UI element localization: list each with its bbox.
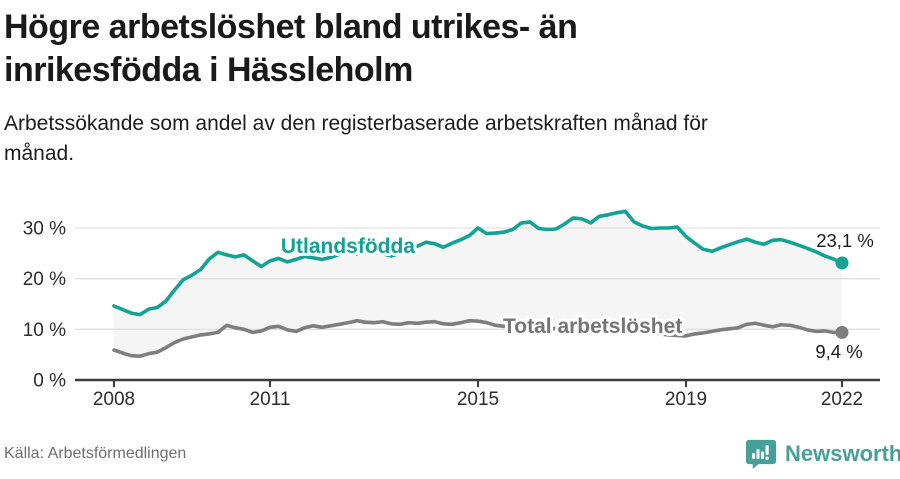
series-line-utlandsfodda (112, 209, 844, 317)
title-line-2: inrikesfödda i Hässleholm (4, 51, 413, 89)
series-end-dot-total (835, 325, 849, 339)
y-tick-label-0: 0 % (33, 371, 66, 392)
header: Högre arbetslöshet bland utrikes- än inr… (4, 6, 864, 169)
end-value-label-total: 9,4 % (815, 341, 862, 362)
x-tick-label-2011: 2011 (250, 389, 291, 410)
title-line-1: Högre arbetslöshet bland utrikes- än (4, 8, 578, 46)
series-line-total (112, 318, 844, 358)
y-tick-label-30: 30 % (23, 218, 66, 239)
newsworthy-logo-icon (744, 437, 777, 470)
source-note: Källa: Arbetsförmedlingen (4, 445, 187, 462)
end-value-label-utlandsfodda: 23,1 % (816, 230, 874, 251)
y-tick-label-20: 20 % (23, 269, 66, 290)
newsworthy-logo-text: Newsworthy (785, 440, 900, 466)
newsworthy-logo: Newsworthy (744, 437, 900, 470)
subtitle-line-2: månad. (4, 142, 75, 165)
x-tick-label-2019: 2019 (665, 389, 707, 410)
x-tick-label-2008: 2008 (93, 389, 135, 410)
series-label-utlandsfodda: Utlandsfödda (281, 235, 415, 258)
series-end-dot-utlandsfodda (835, 256, 849, 270)
series-label-total: Total arbetslöshet (503, 315, 682, 338)
page-title: Högre arbetslöshet bland utrikes- än inr… (4, 6, 864, 92)
x-tick-label-2022: 2022 (821, 389, 863, 410)
chart-subtitle: Arbetssökande som andel av den registerb… (4, 109, 864, 169)
subtitle-line-1: Arbetssökande som andel av den registerb… (4, 112, 708, 135)
y-tick-label-10: 10 % (23, 320, 66, 341)
series-gap-band (114, 211, 842, 357)
x-tick-label-2015: 2015 (457, 389, 499, 410)
